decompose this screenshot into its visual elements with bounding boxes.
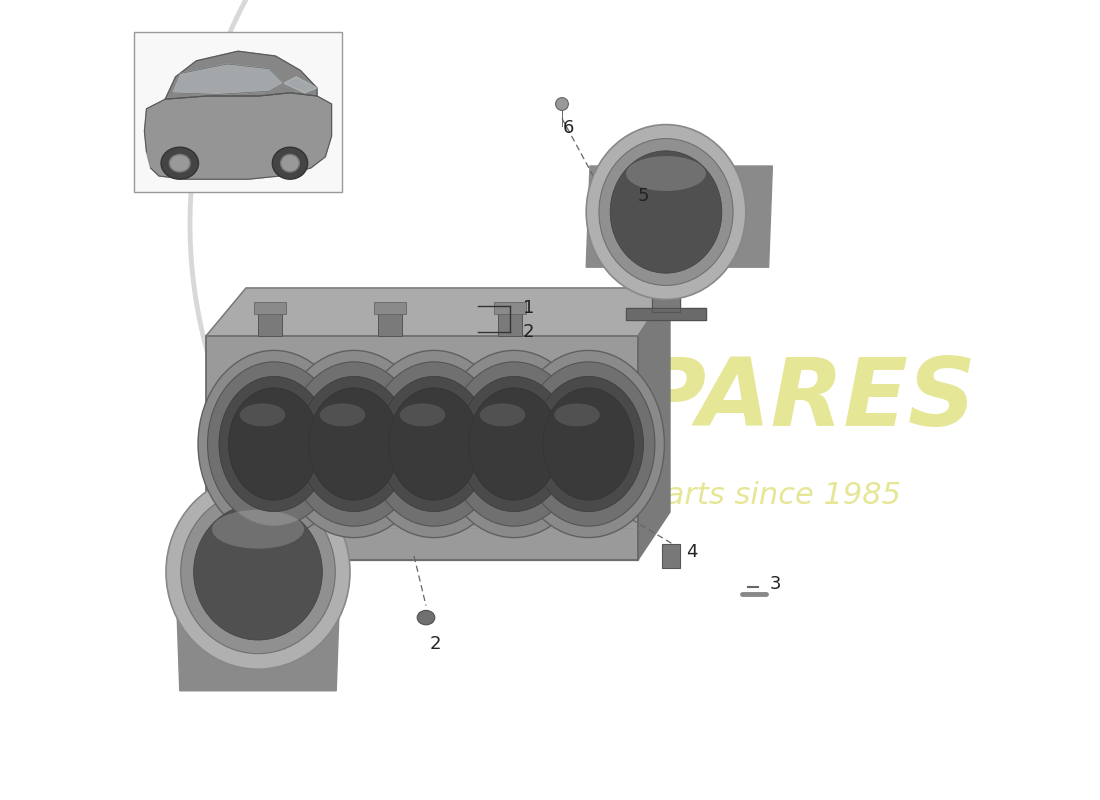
- Ellipse shape: [208, 362, 341, 526]
- Text: euroPARES: euroPARES: [395, 354, 977, 446]
- Text: 4: 4: [686, 543, 697, 561]
- Ellipse shape: [586, 125, 746, 299]
- Ellipse shape: [198, 350, 350, 538]
- Text: 2: 2: [522, 323, 535, 341]
- Ellipse shape: [378, 376, 490, 512]
- Ellipse shape: [161, 147, 198, 179]
- Ellipse shape: [388, 388, 480, 500]
- Bar: [498, 314, 522, 336]
- Text: 3: 3: [770, 575, 781, 593]
- Ellipse shape: [320, 403, 365, 426]
- Ellipse shape: [287, 362, 420, 526]
- Polygon shape: [144, 93, 331, 179]
- Text: a passion for parts since 1985: a passion for parts since 1985: [440, 482, 901, 510]
- Ellipse shape: [469, 388, 560, 500]
- Ellipse shape: [278, 350, 430, 538]
- Polygon shape: [626, 308, 706, 320]
- Polygon shape: [172, 64, 284, 94]
- Text: 2: 2: [430, 635, 441, 653]
- Bar: [134, 32, 342, 192]
- Text: 1: 1: [522, 299, 535, 317]
- Ellipse shape: [459, 376, 569, 512]
- Ellipse shape: [212, 510, 304, 549]
- Bar: [662, 544, 680, 568]
- Ellipse shape: [542, 388, 634, 500]
- Polygon shape: [638, 288, 670, 560]
- Bar: [378, 314, 402, 336]
- Polygon shape: [175, 562, 341, 691]
- Bar: [494, 302, 526, 314]
- Bar: [254, 302, 286, 314]
- Ellipse shape: [554, 403, 600, 426]
- Circle shape: [556, 98, 569, 110]
- Ellipse shape: [417, 610, 434, 625]
- Ellipse shape: [194, 504, 322, 640]
- Ellipse shape: [308, 388, 399, 500]
- Polygon shape: [165, 51, 317, 99]
- Text: 6: 6: [563, 119, 574, 137]
- Text: 5: 5: [638, 187, 649, 205]
- Ellipse shape: [610, 151, 722, 273]
- Ellipse shape: [169, 154, 190, 172]
- Ellipse shape: [229, 388, 320, 500]
- Ellipse shape: [367, 362, 500, 526]
- Polygon shape: [206, 288, 670, 336]
- Ellipse shape: [166, 474, 350, 669]
- Ellipse shape: [240, 403, 285, 426]
- Ellipse shape: [626, 156, 706, 191]
- Ellipse shape: [438, 350, 590, 538]
- Ellipse shape: [521, 362, 654, 526]
- Ellipse shape: [513, 350, 664, 538]
- Ellipse shape: [219, 376, 329, 512]
- Bar: [374, 302, 406, 314]
- Ellipse shape: [480, 403, 526, 426]
- Polygon shape: [651, 272, 681, 312]
- Ellipse shape: [534, 376, 644, 512]
- Ellipse shape: [600, 138, 733, 286]
- Ellipse shape: [299, 376, 409, 512]
- Ellipse shape: [280, 154, 299, 172]
- Polygon shape: [586, 166, 772, 267]
- Ellipse shape: [273, 147, 308, 179]
- Bar: [258, 314, 282, 336]
- Polygon shape: [206, 336, 638, 560]
- Ellipse shape: [448, 362, 581, 526]
- Ellipse shape: [180, 490, 336, 654]
- Polygon shape: [284, 77, 317, 93]
- Ellipse shape: [399, 403, 446, 426]
- Ellipse shape: [358, 350, 510, 538]
